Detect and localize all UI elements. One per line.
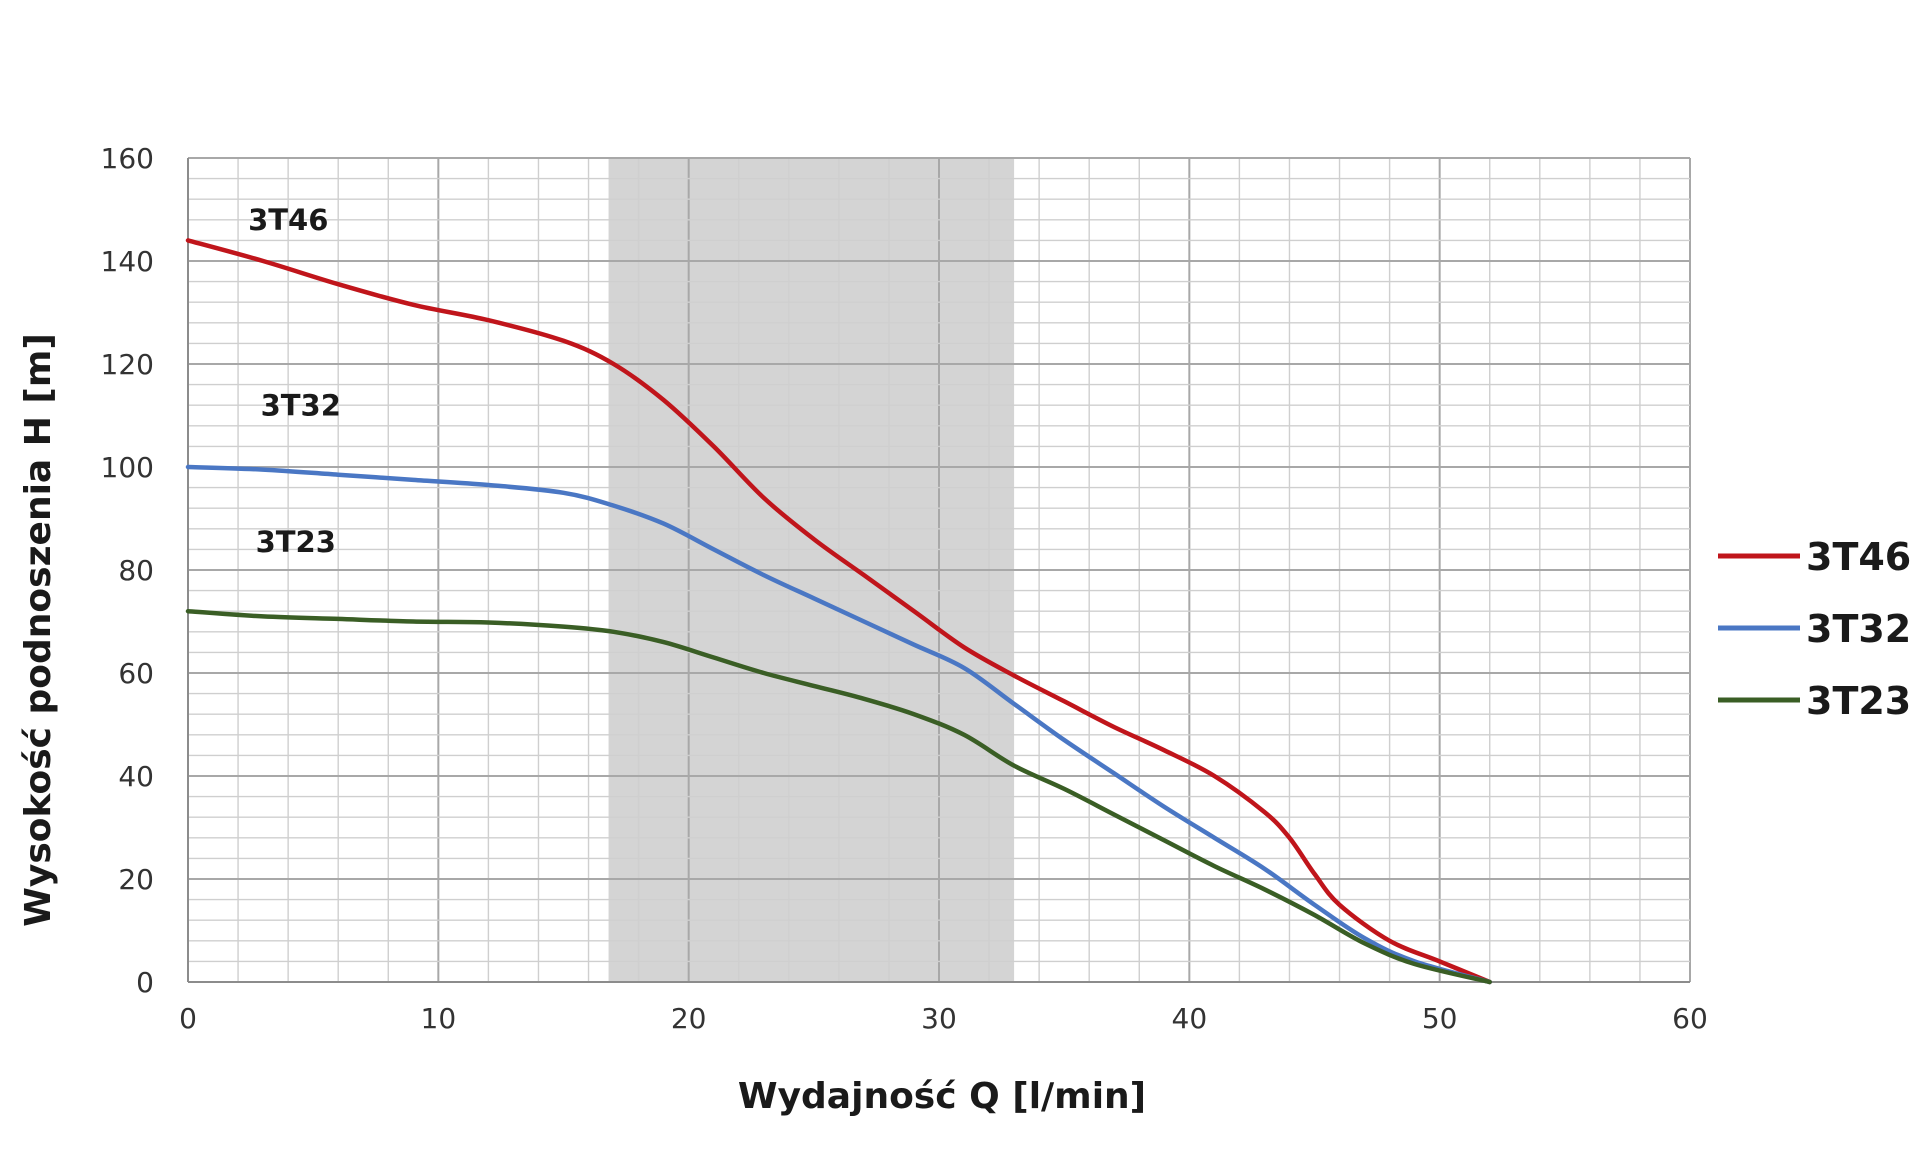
- legend-label-3t46: 3T46: [1806, 535, 1911, 579]
- x-tick-label: 30: [921, 1002, 957, 1035]
- tick-labels: 0 10 20 30 40 50 60 0 20 40 60 80 100 120 140 160: [101, 142, 1708, 1035]
- curve-label-3t23: 3T23: [256, 525, 336, 559]
- x-tick-label: 20: [671, 1002, 707, 1035]
- curve-labels: 3T46 3T32 3T23: [248, 203, 341, 559]
- legend-label-3t23: 3T23: [1806, 679, 1911, 723]
- legend: 3T46 3T32 3T23: [1718, 535, 1911, 723]
- series-line-3t32: [185, 464, 1492, 985]
- y-tick-label: 80: [118, 554, 154, 587]
- y-tick-label: 40: [118, 760, 154, 793]
- y-tick-label: 100: [101, 451, 154, 484]
- y-tick-label: 60: [118, 657, 154, 690]
- curve-label-3t46: 3T46: [248, 203, 328, 237]
- x-tick-label: 60: [1672, 1002, 1708, 1035]
- curve-label-3t32: 3T32: [261, 389, 341, 423]
- x-tick-label: 10: [421, 1002, 457, 1035]
- y-tick-label: 0: [136, 966, 154, 999]
- x-axis-title: Wydajność Q [l/min]: [738, 1076, 1146, 1117]
- legend-label-3t32: 3T32: [1806, 607, 1911, 651]
- y-axis-title: Wysokość podnoszenia H [m]: [18, 333, 59, 927]
- pump-curves: [185, 238, 1492, 985]
- y-tick-label: 160: [101, 142, 154, 175]
- y-tick-label: 140: [101, 245, 154, 278]
- y-tick-label: 120: [101, 348, 154, 381]
- gridlines: [187, 157, 1691, 983]
- x-tick-label: 50: [1422, 1002, 1458, 1035]
- series-line-3t46: [185, 238, 1492, 985]
- series-line-3t23: [185, 608, 1492, 985]
- x-tick-label: 0: [179, 1002, 197, 1035]
- y-tick-label: 20: [118, 863, 154, 896]
- x-tick-label: 40: [1172, 1002, 1208, 1035]
